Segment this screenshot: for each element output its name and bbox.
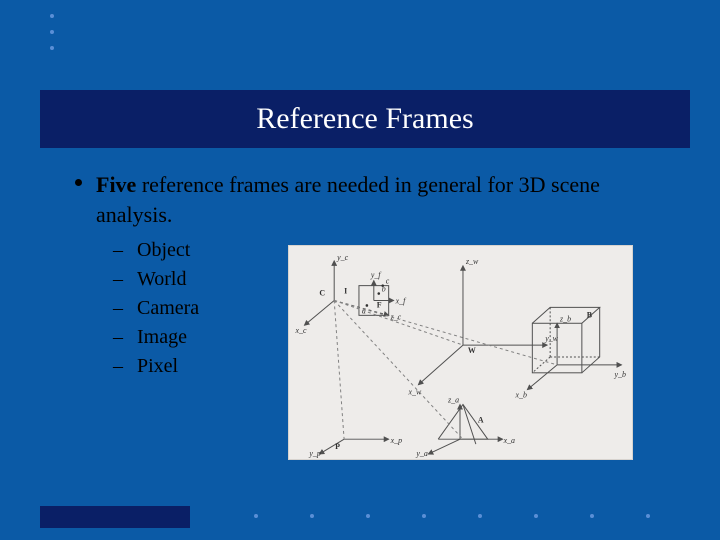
- svg-text:x_c: x_c: [295, 326, 307, 335]
- dash-marker: –: [113, 355, 127, 378]
- title-bar: Reference Frames: [40, 90, 690, 148]
- svg-text:F: F: [377, 300, 382, 309]
- bullet-marker: [75, 179, 82, 186]
- svg-text:y_w: y_w: [544, 334, 558, 343]
- svg-text:z_w: z_w: [465, 257, 479, 266]
- svg-text:z_a: z_a: [447, 396, 459, 405]
- bullet-text: Five reference frames are needed in gene…: [96, 170, 680, 229]
- bullet-item: Five reference frames are needed in gene…: [75, 170, 680, 229]
- svg-text:P: P: [335, 442, 340, 451]
- svg-text:x_b: x_b: [514, 391, 526, 400]
- svg-text:z_b: z_b: [559, 314, 571, 323]
- corner-dots-top-left: [50, 14, 54, 62]
- svg-text:x_p: x_p: [390, 436, 402, 445]
- footer-bar: [40, 506, 190, 528]
- svg-text:x_f: x_f: [395, 296, 407, 305]
- corner-dots-bottom-right: [254, 514, 650, 518]
- svg-text:y_p: y_p: [308, 449, 320, 458]
- svg-text:c: c: [386, 277, 390, 286]
- slide-title: Reference Frames: [256, 102, 473, 136]
- dash-marker: –: [113, 268, 127, 291]
- svg-text:y_a: y_a: [415, 449, 427, 458]
- figure-coordinate-frames: W z_w y_w x_w C y_c x_c z_c I F y_f x_f …: [288, 245, 633, 460]
- svg-text:B: B: [587, 310, 593, 319]
- dash-marker: –: [113, 297, 127, 320]
- svg-text:C: C: [319, 289, 325, 298]
- svg-text:I: I: [344, 287, 347, 296]
- dash-marker: –: [113, 326, 127, 349]
- dash-marker: –: [113, 239, 127, 262]
- svg-text:W: W: [468, 346, 476, 355]
- svg-text:A: A: [478, 415, 484, 424]
- svg-text:y_f: y_f: [370, 271, 382, 280]
- svg-text:x_a: x_a: [503, 436, 515, 445]
- svg-text:y_c: y_c: [336, 253, 348, 262]
- svg-text:y_b: y_b: [614, 370, 626, 379]
